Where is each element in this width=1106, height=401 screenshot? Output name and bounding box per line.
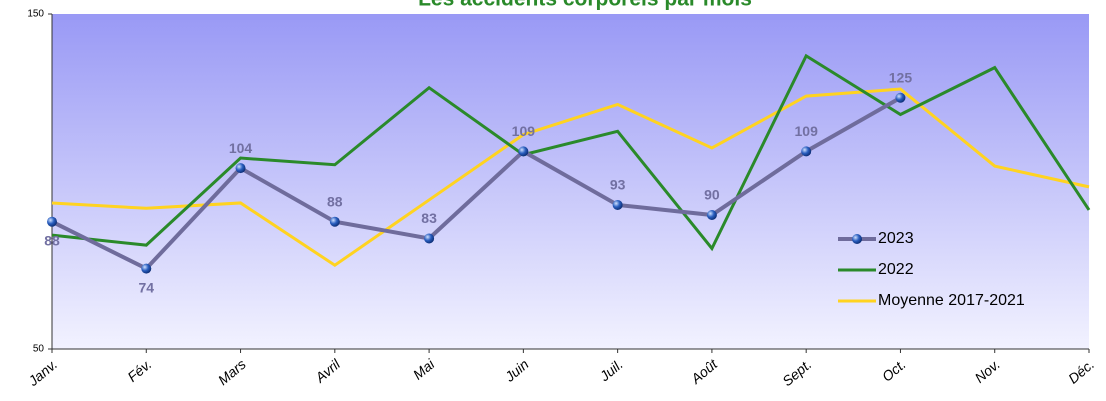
point	[706, 210, 717, 220]
plot-area	[52, 14, 1089, 349]
legend-marker	[852, 234, 862, 244]
value-label: 88	[44, 232, 60, 248]
x-tick-label: Juin	[501, 356, 532, 386]
point	[518, 146, 529, 157]
x-tick-label: Fév.	[124, 356, 154, 385]
x-tick-label: Janv.	[24, 356, 60, 390]
x-tick-label: Oct.	[879, 356, 909, 385]
series-line	[51, 87, 1090, 268]
x-tick-label: Nov.	[971, 356, 1003, 386]
legend-label: 2023	[878, 230, 914, 247]
y-tick-label: 150	[27, 9, 44, 20]
value-label: 88	[327, 193, 343, 209]
x-tick-label: Août	[687, 355, 721, 387]
point	[801, 146, 812, 157]
point	[329, 216, 340, 227]
legend-label: Moyenne 2017-2021	[878, 292, 1025, 309]
chart-title: Les accidents corporels par mois	[418, 0, 752, 11]
x-tick-label: Mai	[410, 355, 438, 382]
x-tick-label: Mars	[215, 356, 249, 388]
legend-label: 2022	[878, 261, 914, 278]
series-line	[51, 53, 1091, 252]
value-label: 93	[610, 177, 626, 193]
point	[47, 216, 57, 227]
y-tick-label: 50	[33, 344, 45, 355]
value-label: 83	[421, 210, 437, 226]
value-label: 104	[229, 140, 253, 156]
value-label: 125	[889, 69, 913, 85]
x-tick-label: Juil.	[596, 356, 626, 385]
x-tick-label: Sept.	[779, 356, 814, 389]
x-tick-label: Avril	[311, 355, 343, 386]
value-label: 109	[512, 123, 536, 139]
point	[895, 92, 906, 103]
series-line	[51, 96, 902, 272]
value-label: 74	[138, 279, 154, 295]
value-label: 109	[795, 123, 819, 139]
point	[612, 199, 623, 210]
point	[141, 263, 152, 274]
value-label: 90	[704, 187, 720, 203]
point	[235, 163, 246, 174]
x-tick-label: Déc.	[1065, 356, 1097, 387]
point	[424, 233, 435, 244]
